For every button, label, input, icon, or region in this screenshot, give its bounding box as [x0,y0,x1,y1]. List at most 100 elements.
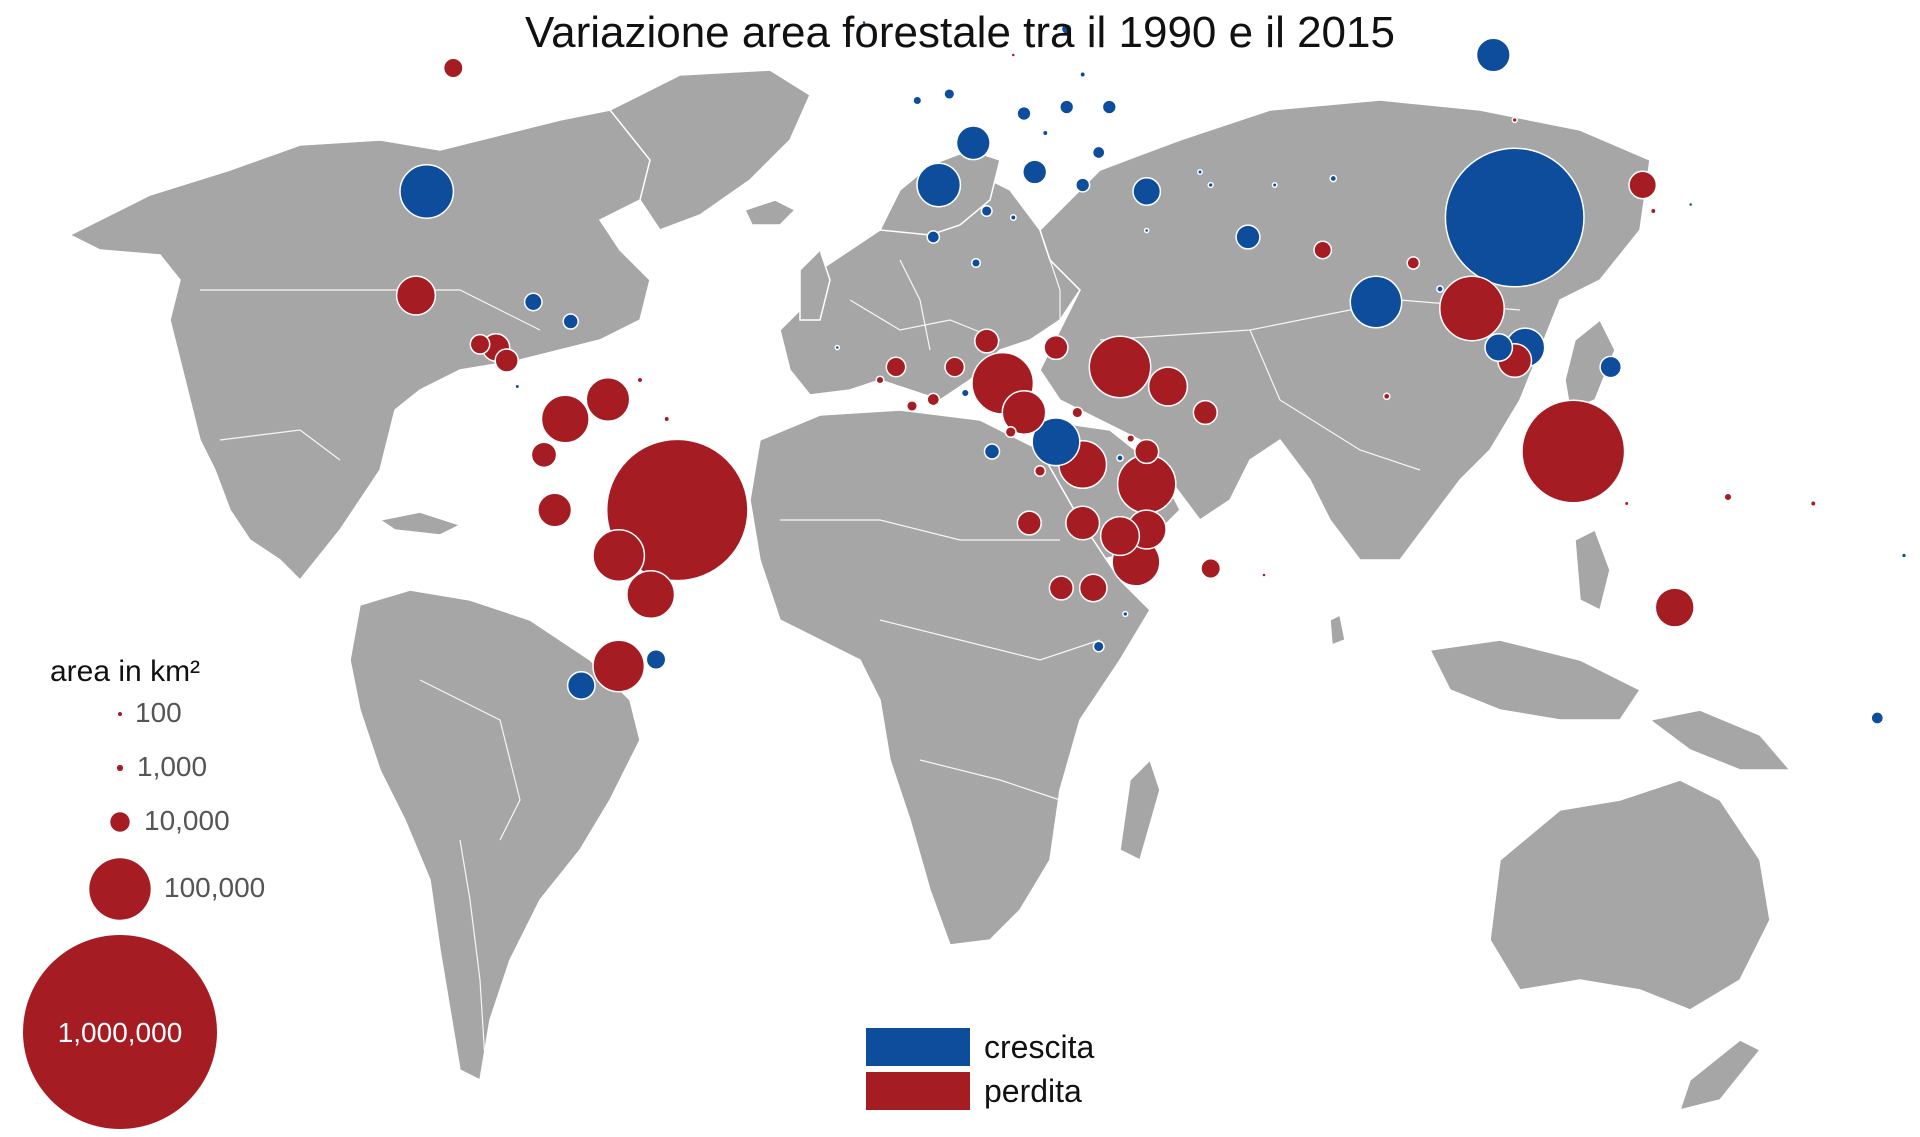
bubble-crescita [1101,99,1117,115]
bubble-perdita [663,415,671,423]
bubble-crescita [1091,145,1106,160]
bubble-perdita [592,529,646,582]
size-legend-title: area in km² [50,655,201,688]
bubble-perdita [537,492,573,528]
land-madagascar [1119,758,1161,862]
bubble-crescita [1041,129,1049,137]
bubble-crescita [980,204,993,218]
bubble-perdita [540,394,590,444]
size-legend [23,712,217,1129]
land-australia [1489,779,1771,1011]
swatch-perdita [866,1072,970,1110]
land-japan [1564,318,1616,412]
bubble-perdita [1261,572,1267,578]
bubble-crescita [1132,177,1162,206]
bubble-perdita [1004,425,1017,439]
border-brazil [419,679,521,841]
border-africa-central [879,619,1101,661]
bubble-crescita [523,292,543,312]
bubble-crescita [1079,71,1087,78]
bubble-crescita [566,671,596,700]
bubble-perdita [469,333,491,355]
bubble-crescita [916,162,962,208]
border-canada-usa [200,289,541,331]
bubble-perdita [592,639,646,693]
bubble-perdita [1126,433,1136,444]
map-title: Variazione area forestale tra il 1990 e … [525,8,1395,57]
bubble-crescita [1016,105,1032,122]
bubble-perdita [1033,464,1047,478]
border-china-west [1249,329,1421,471]
legend-label-crescita: crescita [984,1028,1095,1065]
land-caribbean [378,511,462,536]
border-argentina-chile [459,839,486,1061]
size-label-1000: 1,000 [137,751,208,782]
size-legend-circle [89,858,151,920]
bubble-crescita [1475,37,1511,73]
size-legend-circle [23,935,217,1129]
bubble-crescita [926,230,941,244]
size-legend-circle [110,812,130,832]
bubble-perdita [636,376,644,384]
bubble-crescita [834,344,841,351]
size-label-1000000: 1,000,000 [57,1017,183,1048]
bubble-perdita [926,392,941,407]
bubble-crescita [1009,214,1017,221]
bubble-perdita [395,275,437,316]
border-russia-west [1039,229,1061,330]
bubble-perdita [944,356,966,378]
bubble-layer [395,19,1908,725]
bubble-perdita [1071,406,1084,419]
bubble-crescita [1900,552,1908,559]
bubble-crescita [861,19,867,26]
bubble-crescita [645,649,667,670]
legend-label-perdita: perdita [984,1072,1082,1109]
bubble-perdita [1649,207,1657,215]
bubble-crescita [912,95,923,106]
bubble-crescita [955,125,991,161]
bubble-crescita [1197,169,1203,175]
legend-row-crescita: crescita [866,1025,1094,1069]
bubble-perdita [1200,558,1222,579]
bubble-perdita [1192,399,1218,426]
bubble-perdita [585,377,631,422]
bubble-crescita [960,388,970,398]
bubble-crescita [1444,147,1585,288]
bubble-perdita [875,375,885,385]
bubble-crescita [1022,159,1048,185]
bubble-perdita [1521,399,1626,504]
bubble-crescita [514,383,521,390]
bubble-perdita [1723,492,1733,502]
bubble-perdita [885,356,907,378]
border-africa-south [919,759,1061,801]
land-iceland [743,199,797,226]
bubble-crescita [1059,99,1075,115]
bubble-perdita [1099,515,1141,557]
land-great-britain [799,248,831,321]
bubble-perdita [1406,256,1421,270]
size-legend-circle [116,764,124,772]
bubble-perdita [1147,366,1189,407]
bubble-crescita [1116,454,1124,462]
bubble-perdita [1628,170,1658,200]
land-indonesia [1428,639,1642,721]
bubble-perdita [1048,575,1074,601]
legend-row-perdita: perdita [866,1069,1094,1113]
bubble-crescita [1599,355,1623,379]
bubble-crescita [1143,227,1150,234]
bubble-perdita [442,57,464,79]
bubble-crescita [1870,711,1885,725]
border-usa-mexico [219,429,341,461]
bubble-crescita [970,257,982,269]
bubble-perdita [1078,573,1108,603]
bubble-perdita [1623,500,1630,507]
bubble-perdita [1313,240,1333,260]
bubble-crescita [1436,285,1444,293]
bubble-crescita [1092,640,1105,653]
country-borders [200,229,1521,1061]
land-south-america [349,589,641,1082]
bubble-perdita [1511,116,1518,124]
bubble-crescita [562,313,579,330]
bubble-crescita [1235,224,1261,250]
